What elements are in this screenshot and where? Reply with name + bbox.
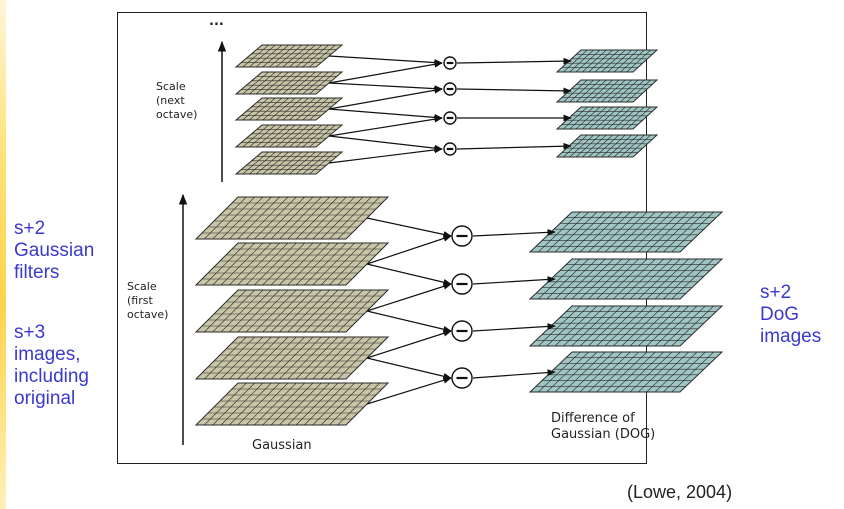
first-octave-dog-arrow <box>472 276 556 285</box>
next-octave-gaussian-plane <box>234 151 344 175</box>
next-octave-gaussian-plane <box>234 97 344 121</box>
gaussian-label: Gaussian <box>252 438 312 453</box>
first-octave-gaussian-plane <box>194 196 390 240</box>
next-octave-gaussian-plane <box>234 124 344 148</box>
next-octave-connector <box>328 115 443 137</box>
next-octave-dog-arrow <box>456 142 572 150</box>
next-octave-minus-node <box>443 82 457 96</box>
first-octave-minus-node <box>451 367 473 389</box>
next-octave-connector <box>328 55 443 66</box>
first-octave-minus-node <box>451 225 473 247</box>
next-octave-connector <box>328 87 443 110</box>
next-octave-dog-plane <box>555 106 659 130</box>
first-octave-dog-arrow <box>472 323 556 332</box>
images-note: s+3 images, including original <box>14 322 89 409</box>
scale-next-octave-label: Scale (next octave) <box>156 80 198 121</box>
next-octave-gaussian-plane <box>234 71 344 95</box>
next-octave-connector <box>328 61 443 84</box>
first-octave-dog-arrow <box>472 369 556 379</box>
first-octave-gaussian-plane <box>194 382 390 426</box>
citation: (Lowe, 2004) <box>627 482 733 502</box>
next-octave-dog-plane <box>555 79 659 103</box>
first-octave-minus-node <box>451 273 473 295</box>
first-octave-dog-plane <box>528 258 724 300</box>
next-octave-connector <box>328 146 443 164</box>
first-octave-connector <box>366 283 452 312</box>
first-octave-gaussian-plane <box>194 289 390 333</box>
first-octave-dog-arrow <box>472 229 556 237</box>
first-octave-dog-plane <box>528 351 724 393</box>
next-octave-dog-arrow <box>456 87 572 95</box>
next-octave-dog-plane <box>555 49 659 73</box>
dog-label: Difference of Gaussian (DOG) <box>551 411 656 442</box>
next-octave-minus-node <box>443 111 457 125</box>
next-octave-connector <box>328 135 443 152</box>
slide-accent-bar <box>0 0 6 509</box>
first-octave-dog-plane <box>528 305 724 347</box>
first-octave-connector <box>366 330 452 359</box>
first-octave-gaussian-plane <box>194 336 390 380</box>
ellipsis-label: ... <box>209 14 224 29</box>
next-octave-dog-arrow <box>456 57 572 65</box>
scale-first-octave-label: Scale (first octave) <box>127 280 169 321</box>
next-octave-dog-plane <box>555 134 659 158</box>
next-octave-minus-node <box>443 142 457 156</box>
first-octave-connector <box>366 235 452 265</box>
first-octave-connector <box>366 310 452 333</box>
next-octave-minus-node <box>443 56 457 70</box>
dog-images-note: s+2 DoG images <box>760 282 822 347</box>
next-octave-gaussian-plane <box>234 44 344 68</box>
first-octave-minus-node <box>451 320 473 342</box>
next-octave-connector <box>328 108 443 121</box>
first-octave-connector <box>366 377 452 405</box>
first-octave-connector <box>366 217 452 238</box>
next-octave-connector <box>328 82 443 92</box>
first-octave-connector <box>366 263 452 286</box>
first-octave-dog-plane <box>528 211 724 253</box>
gaussian-filters-note: s+2 Gaussian filters <box>14 218 95 283</box>
first-octave-gaussian-plane <box>194 242 390 286</box>
first-octave-connector <box>366 357 452 380</box>
